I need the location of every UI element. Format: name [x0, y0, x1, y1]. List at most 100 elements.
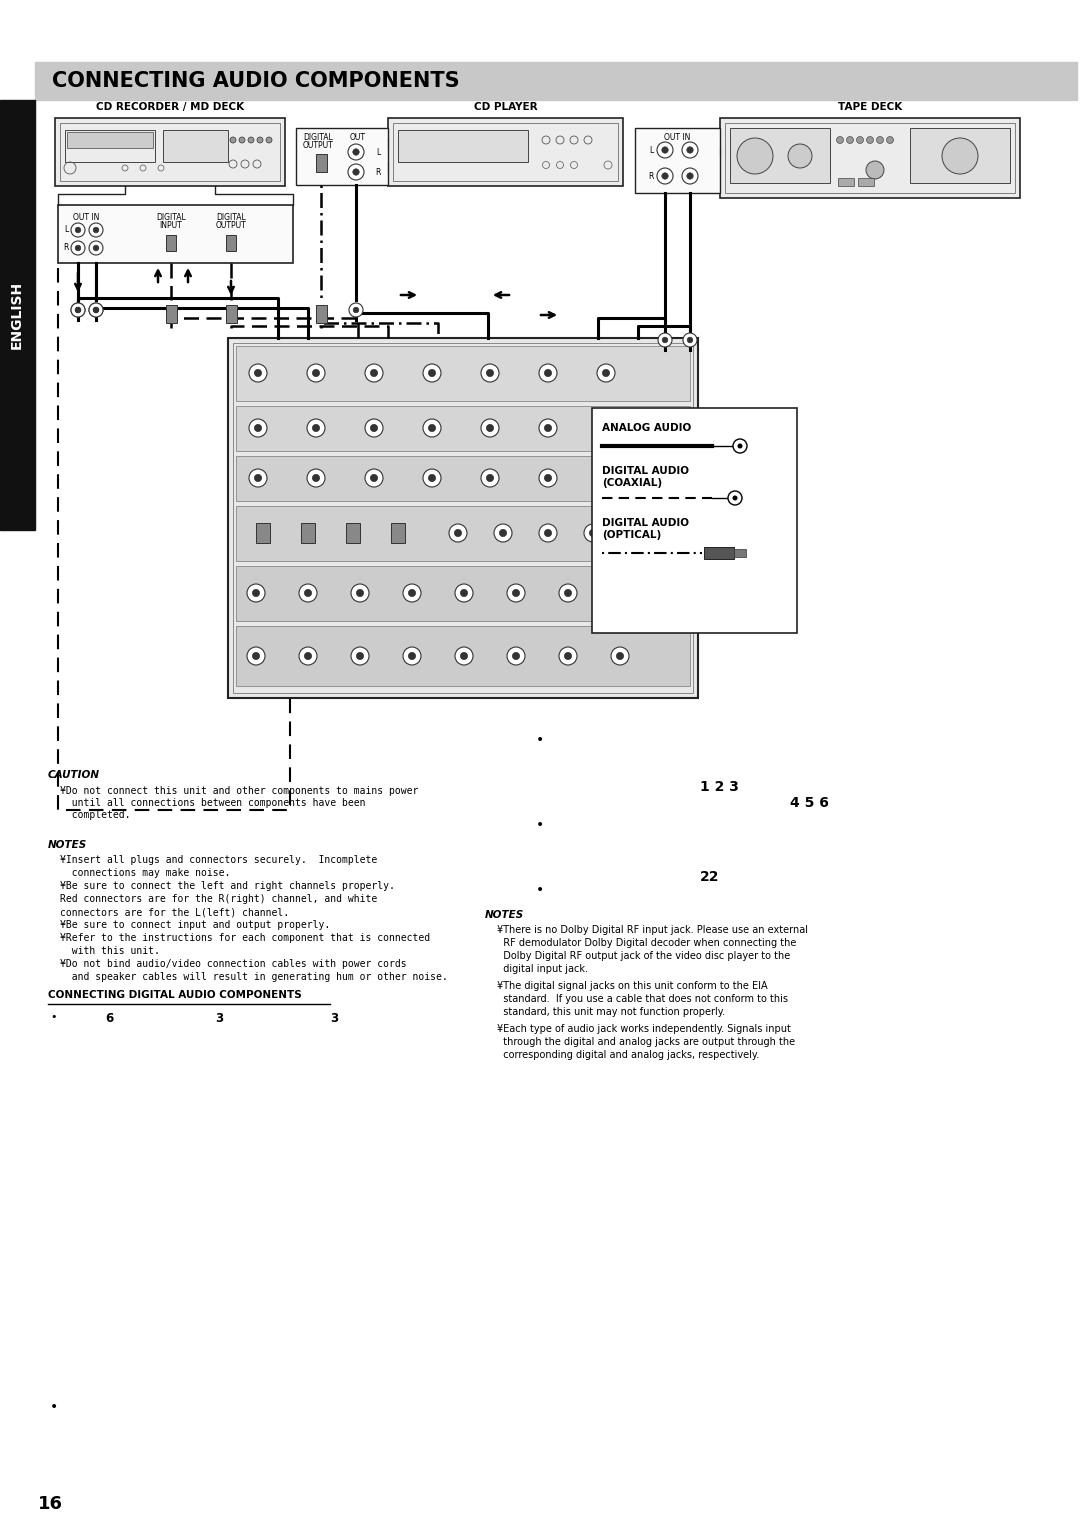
- Circle shape: [657, 142, 673, 157]
- Circle shape: [887, 136, 893, 144]
- Bar: [60, 122, 280, 180]
- Circle shape: [597, 364, 615, 382]
- Circle shape: [559, 584, 577, 602]
- Circle shape: [403, 584, 421, 602]
- Circle shape: [499, 529, 507, 536]
- Circle shape: [76, 307, 81, 313]
- Circle shape: [481, 419, 499, 437]
- Bar: [165, 306, 176, 322]
- Text: •: •: [536, 817, 544, 833]
- Bar: [67, 131, 153, 148]
- Circle shape: [481, 364, 499, 382]
- Circle shape: [658, 333, 672, 347]
- Bar: [237, 406, 690, 451]
- Circle shape: [71, 241, 85, 255]
- Circle shape: [370, 425, 378, 431]
- Bar: [0, 99, 35, 530]
- Circle shape: [370, 474, 378, 481]
- Circle shape: [71, 223, 85, 237]
- Bar: [399, 130, 528, 162]
- Circle shape: [365, 469, 383, 487]
- Circle shape: [662, 147, 669, 153]
- Text: R: R: [64, 243, 69, 252]
- Bar: [55, 118, 285, 186]
- Circle shape: [866, 160, 885, 179]
- Circle shape: [353, 307, 359, 313]
- Circle shape: [403, 646, 421, 665]
- Circle shape: [353, 148, 360, 156]
- Circle shape: [539, 524, 557, 542]
- Circle shape: [353, 168, 360, 176]
- Circle shape: [565, 652, 571, 660]
- Text: connections may make noise.: connections may make noise.: [60, 868, 230, 879]
- Bar: [315, 154, 326, 173]
- Text: L: L: [64, 225, 68, 234]
- Text: 1 2 3: 1 2 3: [700, 779, 739, 795]
- Circle shape: [239, 138, 245, 144]
- Text: and speaker cables will result in generating hum or other noise.: and speaker cables will result in genera…: [60, 972, 448, 983]
- Circle shape: [356, 652, 364, 660]
- Text: L: L: [376, 148, 380, 156]
- Circle shape: [681, 142, 698, 157]
- Circle shape: [559, 646, 577, 665]
- Bar: [592, 408, 797, 633]
- Circle shape: [305, 590, 312, 596]
- Text: R: R: [376, 168, 380, 177]
- Bar: [237, 455, 690, 501]
- Circle shape: [351, 646, 369, 665]
- Circle shape: [248, 138, 254, 144]
- Bar: [315, 306, 326, 322]
- Text: OUTPUT: OUTPUT: [216, 222, 246, 231]
- Bar: [237, 626, 690, 686]
- Text: 22: 22: [700, 869, 719, 885]
- Circle shape: [299, 646, 318, 665]
- Bar: [838, 177, 854, 186]
- Circle shape: [788, 144, 812, 168]
- Circle shape: [494, 524, 512, 542]
- Circle shape: [847, 136, 853, 144]
- Circle shape: [230, 138, 237, 144]
- Circle shape: [481, 469, 499, 487]
- Circle shape: [544, 529, 552, 536]
- Text: until all connections between components have been: until all connections between components…: [60, 798, 365, 808]
- Circle shape: [307, 469, 325, 487]
- Bar: [256, 523, 270, 542]
- Text: CONNECTING DIGITAL AUDIO COMPONENTS: CONNECTING DIGITAL AUDIO COMPONENTS: [48, 990, 301, 999]
- Circle shape: [305, 652, 312, 660]
- Text: digital input jack.: digital input jack.: [497, 964, 588, 973]
- Circle shape: [408, 590, 416, 596]
- Circle shape: [611, 584, 629, 602]
- Text: CD PLAYER: CD PLAYER: [474, 102, 538, 112]
- Circle shape: [423, 364, 441, 382]
- Circle shape: [423, 419, 441, 437]
- Bar: [58, 205, 293, 263]
- Bar: [226, 235, 237, 251]
- Circle shape: [539, 364, 557, 382]
- Text: DIGITAL: DIGITAL: [216, 212, 246, 222]
- Circle shape: [423, 469, 441, 487]
- Text: CD RECORDER / MD DECK: CD RECORDER / MD DECK: [96, 102, 244, 112]
- Circle shape: [307, 419, 325, 437]
- Text: DIGITAL AUDIO: DIGITAL AUDIO: [602, 518, 689, 529]
- Text: corresponding digital and analog jacks, respectively.: corresponding digital and analog jacks, …: [497, 1050, 759, 1060]
- Circle shape: [512, 652, 519, 660]
- Text: NOTES: NOTES: [485, 911, 524, 920]
- Bar: [296, 128, 388, 185]
- Circle shape: [856, 136, 864, 144]
- Text: OUT IN: OUT IN: [72, 212, 99, 222]
- Circle shape: [486, 370, 494, 376]
- Text: ENGLISH: ENGLISH: [10, 281, 24, 348]
- Text: OUT IN: OUT IN: [664, 133, 691, 142]
- Bar: [237, 506, 690, 561]
- Text: R: R: [648, 171, 653, 180]
- Circle shape: [89, 303, 103, 316]
- Circle shape: [266, 138, 272, 144]
- Text: RF demodulator Dolby Digital decoder when connecting the: RF demodulator Dolby Digital decoder whe…: [497, 938, 796, 947]
- Text: standard.  If you use a cable that does not conform to this: standard. If you use a cable that does n…: [497, 995, 788, 1004]
- Circle shape: [728, 490, 742, 504]
- Text: •: •: [50, 1400, 58, 1413]
- Text: ¥Insert all plugs and connectors securely.  Incomplete: ¥Insert all plugs and connectors securel…: [60, 856, 377, 865]
- Circle shape: [312, 425, 320, 431]
- Circle shape: [737, 138, 773, 174]
- Circle shape: [247, 584, 265, 602]
